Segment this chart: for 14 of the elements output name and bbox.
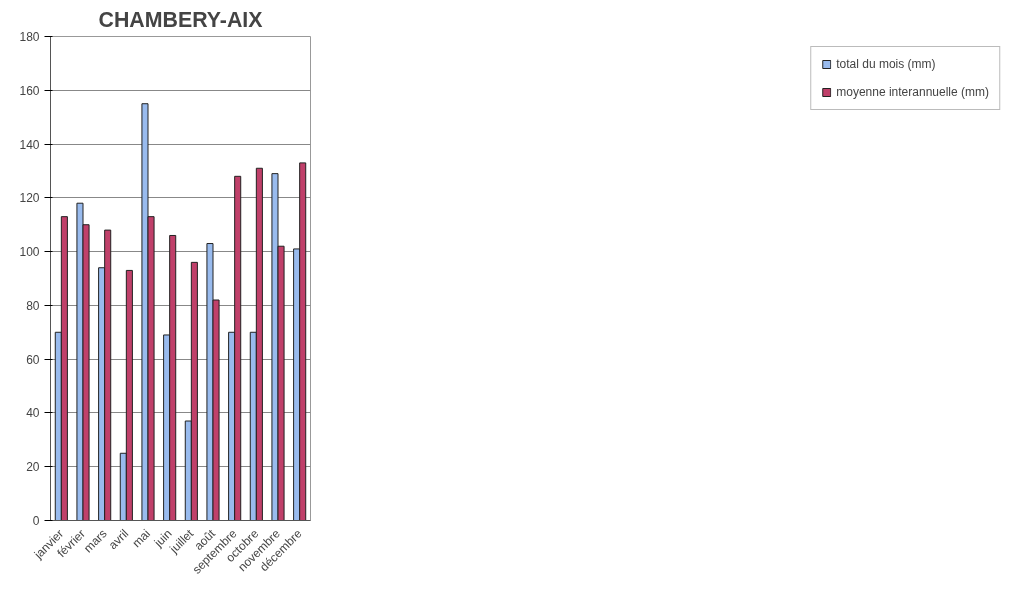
y-tick-label: 80 — [26, 298, 40, 313]
y-tick-label: 0 — [32, 514, 40, 528]
y-tick-label: 120 — [19, 191, 40, 206]
y-tick-label: 40 — [26, 406, 40, 421]
y-tick-label: 100 — [19, 245, 40, 260]
y-tick-label: 140 — [19, 137, 40, 152]
legend-label: total du mois (mm) — [836, 57, 936, 71]
y-tick-label: 60 — [26, 352, 40, 367]
y-tick-label: 20 — [26, 460, 40, 475]
legend-label: moyenne interannuelle (mm) — [836, 85, 989, 99]
y-tick-label: 180 — [19, 30, 40, 44]
y-tick-label: 160 — [19, 83, 40, 98]
chart-title: CHAMBERY-AIX — [98, 7, 264, 32]
x-tick-label: mai — [129, 526, 153, 551]
